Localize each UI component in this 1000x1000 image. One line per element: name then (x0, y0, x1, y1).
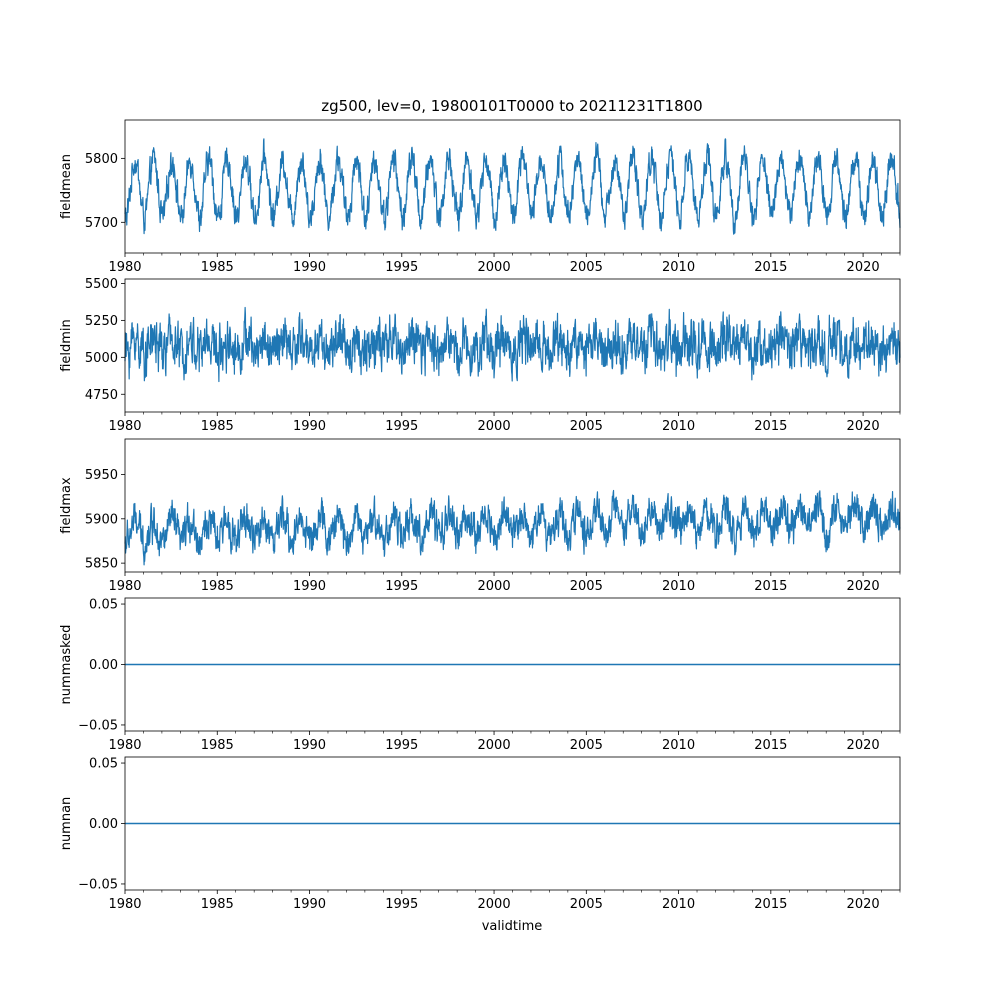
x-tick-label: 1980 (108, 260, 141, 275)
y-tick-label-fieldmax: 5900 (85, 512, 118, 527)
y-tick-label-nummasked: 0.00 (89, 658, 118, 673)
y-tick-label-numnan: −0.05 (78, 877, 118, 892)
subplots: 5700 5800 fieldmean 1980 1985 1990 1995 2000 200… (59, 119, 901, 912)
x-tick-label: 1990 (293, 738, 326, 753)
y-tick-label-fieldmax: 5950 (85, 468, 118, 483)
y-tick-label-fieldmin: 5500 (85, 277, 118, 292)
x-tick-label: 2010 (662, 260, 695, 275)
x-axis-label: validtime (482, 919, 543, 934)
x-tick-label: 1980 (108, 897, 141, 912)
x-tick-label: 2020 (847, 738, 880, 753)
subplot-nummasked: −0.05 0.00 0.05 nummasked 1980 1985 1990 1995 20… (59, 598, 901, 753)
x-tick-label: 1985 (201, 419, 234, 434)
x-tick-label: 2010 (662, 738, 695, 753)
x-tick-label: 1980 (108, 738, 141, 753)
x-tick-label: 2000 (478, 419, 511, 434)
y-axis-label-fieldmax: fieldmax (59, 477, 74, 534)
series-line-fieldmax (124, 489, 901, 566)
x-tick-label: 1985 (201, 738, 234, 753)
series-line-fieldmin (124, 306, 901, 383)
x-tick-label: 2005 (570, 897, 603, 912)
x-tick-label: 1995 (385, 579, 418, 594)
x-tick-label: 1995 (385, 260, 418, 275)
x-tick-label: 2010 (662, 897, 695, 912)
x-tick-label: 1985 (201, 260, 234, 275)
x-tick-label: 2015 (754, 260, 787, 275)
x-tick-label: 2005 (570, 260, 603, 275)
x-tick-label: 1995 (385, 897, 418, 912)
y-axis-label-fieldmin: fieldmin (59, 319, 74, 372)
x-tick-label: 2015 (754, 579, 787, 594)
y-axis-label-numnan: numnan (59, 797, 74, 851)
x-tick-label: 2020 (847, 579, 880, 594)
x-tick-label: 2015 (754, 897, 787, 912)
x-tick-label: 2000 (478, 738, 511, 753)
y-axis-label-fieldmean: fieldmean (59, 154, 74, 219)
y-tick-label-fieldmax: 5850 (85, 557, 118, 572)
y-tick-label-nummasked: −0.05 (78, 718, 118, 733)
x-tick-label: 1990 (293, 579, 326, 594)
x-tick-label: 2020 (847, 897, 880, 912)
x-tick-label: 1980 (108, 579, 141, 594)
x-tick-label: 1995 (385, 738, 418, 753)
subplot-fieldmin: 4750 5000 5250 5500 fieldmin 1980 1985 1990 1995… (59, 277, 901, 434)
y-tick-label-fieldmin: 4750 (85, 388, 118, 403)
y-tick-label-numnan: 0.05 (89, 757, 118, 772)
series-line-fieldmean (124, 138, 901, 235)
x-tick-label: 2010 (662, 419, 695, 434)
y-tick-label-fieldmean: 5700 (85, 216, 118, 231)
x-tick-label: 1980 (108, 419, 141, 434)
subplot-numnan: −0.05 0.00 0.05 numnan 1980 1985 1990 1995 2000 2… (59, 757, 901, 912)
x-tick-label: 2020 (847, 419, 880, 434)
x-tick-label: 1990 (293, 419, 326, 434)
x-tick-label: 2005 (570, 419, 603, 434)
x-tick-label: 2015 (754, 738, 787, 753)
y-tick-label-fieldmin: 5000 (85, 351, 118, 366)
x-tick-label: 1990 (293, 260, 326, 275)
subplot-fieldmean: 5700 5800 fieldmean 1980 1985 1990 1995 2000 200… (59, 119, 901, 275)
x-tick-label: 2000 (478, 260, 511, 275)
y-tick-label-numnan: 0.00 (89, 817, 118, 832)
x-tick-label: 1990 (293, 897, 326, 912)
x-tick-label: 2000 (478, 897, 511, 912)
x-tick-label: 1995 (385, 419, 418, 434)
x-tick-label: 2000 (478, 579, 511, 594)
x-tick-label: 2020 (847, 260, 880, 275)
subplot-fieldmax: 5850 5900 5950 fieldmax 1980 1985 1990 1995 2000… (59, 438, 901, 594)
y-tick-label-fieldmin: 5250 (85, 314, 118, 329)
y-tick-label-nummasked: 0.05 (89, 598, 118, 613)
y-axis-label-nummasked: nummasked (59, 625, 74, 705)
x-tick-label: 2010 (662, 579, 695, 594)
x-tick-label: 2005 (570, 579, 603, 594)
x-tick-label: 1985 (201, 579, 234, 594)
chart-title: zg500, lev=0, 19800101T0000 to 20211231T… (321, 97, 702, 115)
x-tick-label: 2015 (754, 419, 787, 434)
x-tick-label: 1985 (201, 897, 234, 912)
y-tick-label-fieldmean: 5800 (85, 152, 118, 167)
x-tick-label: 2005 (570, 738, 603, 753)
